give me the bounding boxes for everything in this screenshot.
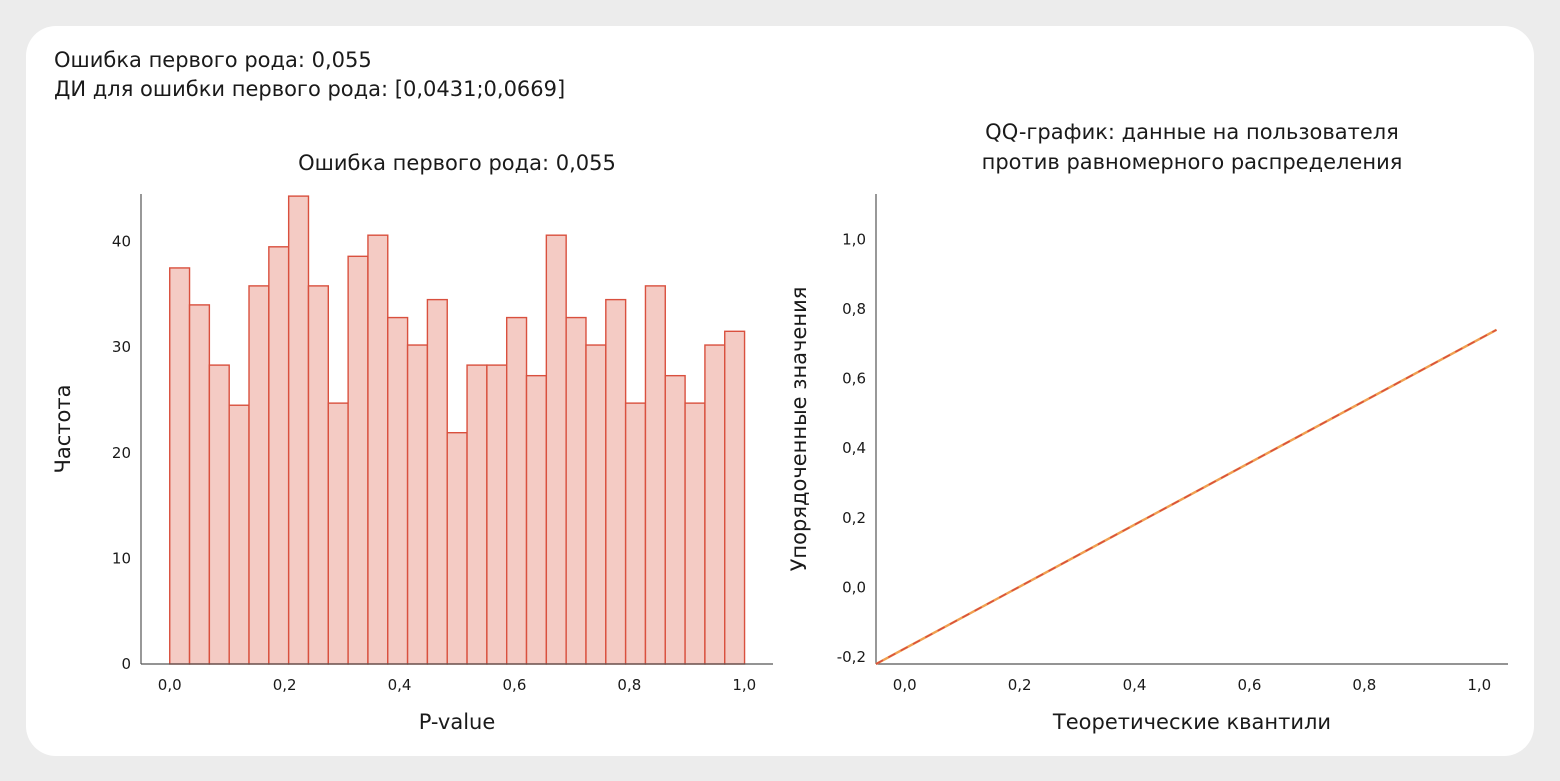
qq-chart: QQ-график: данные на пользователя против…: [787, 120, 1508, 734]
histogram-title: Ошибка первого рода: 0,055: [298, 151, 616, 175]
summary-type1-error: Ошибка первого рода: 0,055: [54, 48, 372, 72]
histogram-bar: [565, 316, 587, 665]
histogram-bar: [347, 255, 369, 665]
histogram-x-tick-label: 0,4: [388, 676, 412, 694]
histogram-x-tick-label: 0,2: [273, 676, 297, 694]
histogram-y-ticks: 0 10 20 30 40: [112, 233, 131, 673]
histogram-bar: [505, 316, 528, 665]
histogram-bar: [248, 285, 270, 665]
qq-x-tick-label: 1,0: [1467, 676, 1491, 694]
histogram-bar: [228, 404, 250, 665]
summary-ci: ДИ для ошибки первого рода: [0,0431;0,06…: [54, 77, 566, 101]
histogram-bar: [704, 344, 726, 665]
histogram-bar: [724, 330, 746, 665]
qq-y-tick-label: 0,6: [842, 370, 866, 388]
histogram-bar: [525, 374, 548, 665]
histogram-bar: [169, 267, 191, 665]
histogram-bar: [327, 402, 349, 665]
histogram-bar: [644, 285, 666, 665]
histogram-x-tick-label: 0,8: [617, 676, 641, 694]
histogram-y-tick-label: 0: [121, 655, 131, 673]
histogram-bar: [466, 364, 488, 665]
histogram-bar: [446, 431, 468, 665]
histogram-bar: [486, 364, 508, 665]
histogram-bar: [664, 374, 686, 665]
histogram-bar: [287, 195, 310, 665]
histogram-bar: [605, 298, 627, 665]
qq-reference-line: [875, 329, 1497, 665]
histogram-chart: Ошибка первого рода: 0,055 0,0 0,2 0,4 0,6 0…: [51, 151, 773, 734]
histogram-bar: [208, 364, 230, 665]
qq-y-label: Упорядоченные значения: [787, 287, 811, 572]
histogram-y-tick-label: 10: [112, 549, 131, 567]
histogram-bar: [684, 402, 706, 665]
qq-x-tick-label: 0,0: [893, 676, 917, 694]
histogram-bars: [169, 195, 746, 665]
histogram-bar: [624, 402, 647, 665]
histogram-bar: [426, 298, 448, 665]
histogram-y-tick-label: 40: [112, 233, 131, 251]
qq-title-line1: QQ-график: данные на пользователя: [985, 120, 1399, 144]
qq-y-tick-label: 1,0: [842, 230, 866, 248]
histogram-bar: [406, 344, 429, 665]
histogram-bar: [188, 304, 211, 665]
qq-title-line2: против равномерного распределения: [982, 150, 1403, 174]
histogram-x-tick-label: 0,6: [503, 676, 527, 694]
histogram-bar: [387, 316, 409, 665]
qq-x-tick-label: 0,8: [1352, 676, 1376, 694]
histogram-x-ticks: 0,0 0,2 0,4 0,6 0,8 1,0: [158, 676, 756, 694]
qq-y-tick-label: 0,2: [842, 509, 866, 527]
histogram-bar: [367, 234, 389, 665]
histogram-x-tick-label: 0,0: [158, 676, 182, 694]
histogram-x-tick-label: 1,0: [732, 676, 756, 694]
qq-y-ticks: -0,2 0,0 0,2 0,4 0,6 0,8 1,0: [837, 230, 866, 666]
qq-x-tick-label: 0,4: [1123, 676, 1147, 694]
histogram-bar: [545, 234, 567, 665]
histogram-x-label: P-value: [419, 710, 496, 734]
qq-lines: [875, 328, 1498, 666]
qq-y-tick-label: 0,8: [842, 300, 866, 318]
qq-x-label: Теоретические квантили: [1052, 710, 1331, 734]
histogram-bar: [307, 285, 330, 665]
qq-y-tick-label: -0,2: [837, 648, 866, 666]
histogram-y-label: Частота: [51, 385, 75, 474]
summary-text: Ошибка первого рода: 0,055 ДИ для ошибки…: [54, 46, 565, 104]
histogram-y-tick-label: 30: [112, 338, 131, 356]
qq-x-ticks: 0,0 0,2 0,4 0,6 0,8 1,0: [893, 676, 1491, 694]
histogram-bar: [268, 246, 290, 665]
histogram-bar: [585, 344, 607, 665]
qq-x-tick-label: 0,6: [1238, 676, 1262, 694]
histogram-y-tick-label: 20: [112, 444, 131, 462]
qq-x-tick-label: 0,2: [1008, 676, 1032, 694]
qq-y-tick-label: 0,0: [842, 578, 866, 596]
qq-y-tick-label: 0,4: [842, 439, 866, 457]
